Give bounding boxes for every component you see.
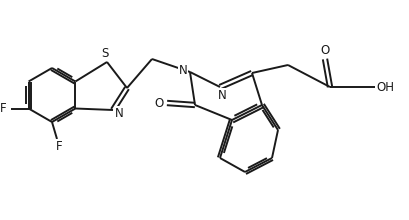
Text: F: F [0, 102, 7, 115]
Text: N: N [179, 64, 187, 77]
Text: F: F [56, 139, 62, 152]
Text: O: O [154, 97, 164, 110]
Text: N: N [218, 88, 226, 101]
Text: O: O [320, 44, 330, 57]
Text: S: S [101, 46, 109, 59]
Text: OH: OH [376, 81, 394, 94]
Text: N: N [115, 106, 124, 119]
